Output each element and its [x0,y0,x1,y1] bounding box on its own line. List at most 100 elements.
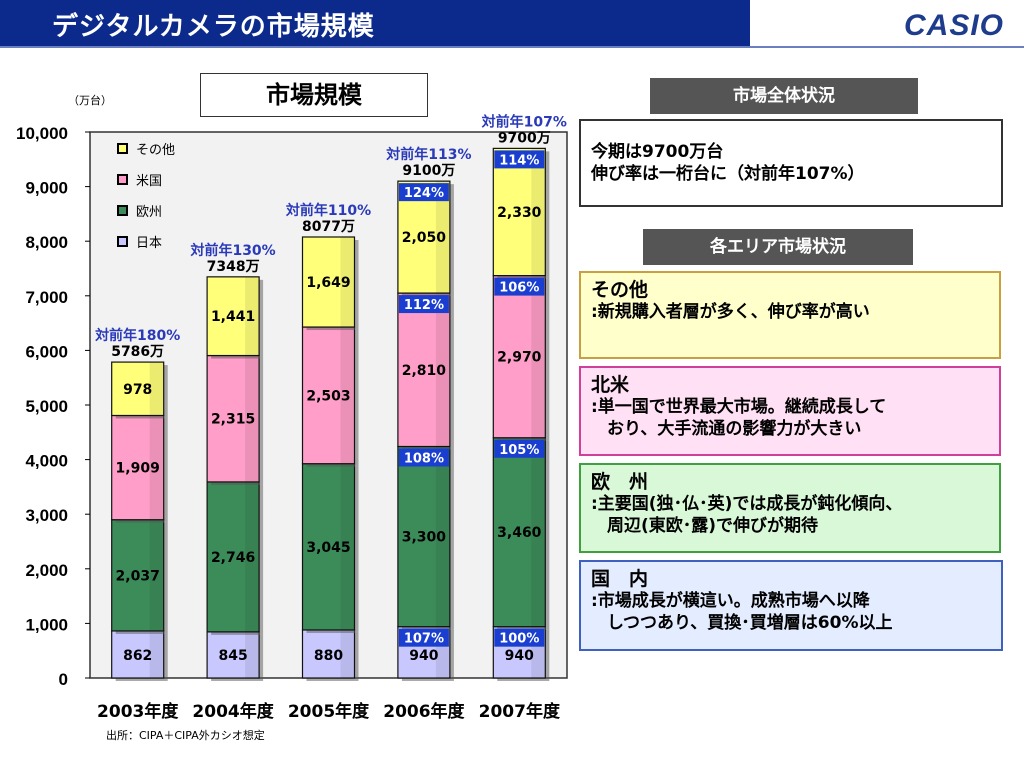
data-label: 845 [218,648,247,664]
data-label: 2,330 [497,205,542,221]
growth-annotation: 対前年130% [189,242,275,259]
y-tick-label: 6,000 [25,342,68,361]
x-tick-label: 2005年度 [288,701,370,722]
area-text: おり、大手流通の影響力が大きい [607,419,862,439]
total-annotation: 5786万 [111,344,164,360]
bar-shade [531,437,546,627]
legend-swatch [117,143,128,154]
bar-shade [149,519,164,631]
area-title: その他 [591,279,649,301]
segment-growth-badge [398,295,449,314]
segment-growth-badge [398,628,449,647]
overall-line-1: 今期は9700万台 [591,142,724,162]
total-annotation: 8077万 [302,219,355,235]
segment-growth-label: 106% [499,281,539,296]
data-label: 1,441 [211,309,255,325]
bar-shade [531,148,546,276]
segment-growth-badge [398,448,449,467]
area-title: 国 内 [591,568,649,590]
legend-swatch [117,205,128,216]
data-label: 2,315 [211,412,255,428]
bar-shade [245,355,260,482]
x-tick-label: 2006年度 [383,701,465,722]
data-label: 1,909 [116,461,160,477]
x-tick-label: 2004年度 [192,701,274,722]
area-text: 周辺(東欧･露)で伸びが期待 [607,516,819,536]
bar-shade [149,630,164,678]
bar-segment [111,414,165,521]
legend-swatch [117,174,128,185]
data-label: 2,503 [306,388,350,404]
area-box: その他:新規購入者層が多く、伸び率が高い [579,271,1001,359]
legend-label: その他 [136,143,175,158]
bar-segment [206,354,260,483]
areas-header: 各エリア市場状況 [643,229,913,265]
overall-line-2: 伸び率は一桁台に（対前年107%） [591,164,865,184]
bar-shade [340,327,355,464]
area-text: :主要国(独･仏･英)では成長が鈍化傾向、 [591,494,903,514]
area-box: 欧 州:主要国(独･仏･英)では成長が鈍化傾向、 周辺(東欧･露)で伸びが期待 [579,463,1001,553]
segment-growth-label: 112% [404,298,444,313]
source-note: 出所：CIPA＋CIPA外カシオ想定 [106,729,265,742]
legend-label: 欧州 [136,205,162,220]
area-box: 北米:単一国で世界最大市場。継続成長して おり、大手流通の影響力が大きい [579,366,1001,456]
segment-growth-label: 100% [499,632,539,647]
segment-growth-badge [494,439,545,458]
area-text: :新規購入者層が多く、伸び率が高い [591,302,870,322]
stacked-bar-chart: 862 2,037 1,909 978 845 2,746 2,315 1,441 880 3,0… [16,113,568,722]
segment-growth-label: 105% [499,443,539,458]
x-tick-label: 2007年度 [479,701,561,722]
bar-shade [149,415,164,520]
bar-shade [435,181,450,294]
overall-header: 市場全体状況 [650,78,918,114]
bar-shade [149,362,164,416]
bar-segment [492,147,546,277]
segment-growth-label: 124% [404,186,444,201]
bar-shade [340,236,355,328]
data-label: 978 [123,382,152,398]
segment-growth-badge [494,628,545,647]
bar-segment [492,437,546,628]
bar-shade [245,481,260,632]
bar-segment [206,276,260,357]
data-label: 940 [505,648,534,664]
area-title: 北米 [591,374,630,396]
segment-growth-badge [398,183,449,202]
y-tick-label: 4,000 [25,452,68,471]
data-label: 2,746 [211,550,255,566]
data-label: 3,460 [497,525,542,541]
data-label: 880 [314,648,343,664]
bar-shade [245,631,260,678]
segment-growth-label: 114% [499,153,539,168]
growth-annotation: 対前年113% [385,146,471,163]
area-title: 欧 州 [591,471,649,493]
x-tick-label: 2003年度 [97,701,179,722]
area-text: :単一国で世界最大市場。継続成長して [591,397,887,417]
y-tick-label: 2,000 [25,561,68,580]
bar-shade [245,276,260,356]
bar-segment [301,236,356,328]
data-label: 2,810 [402,363,447,379]
y-tick-label: 8,000 [25,233,68,252]
title-bar: デジタルカメラの市場規模 [0,0,750,48]
bar-segment [111,519,165,632]
y-tick-label: 5,000 [25,397,68,416]
bar-shade [340,629,355,678]
y-tick-label: 7,000 [25,288,68,307]
bar-segment [301,463,356,631]
legend-swatch [117,236,128,247]
legend-label: 日本 [136,236,162,251]
data-label: 940 [409,648,438,664]
data-label: 1,649 [306,275,350,291]
bar-segment [206,481,260,633]
page-title: デジタルカメラの市場規模 [52,12,375,42]
y-tick-label: 9,000 [25,179,68,198]
y-tick-label: 10,000 [16,124,68,143]
bar-shade [435,446,450,627]
bar-shade [435,293,450,447]
total-annotation: 9100万 [402,163,455,179]
area-text: しつつあり、買換･買増層は60%以上 [607,613,893,633]
unit-label: （万台） [68,94,112,107]
growth-annotation: 対前年107% [481,113,567,130]
data-label: 3,045 [306,540,350,556]
